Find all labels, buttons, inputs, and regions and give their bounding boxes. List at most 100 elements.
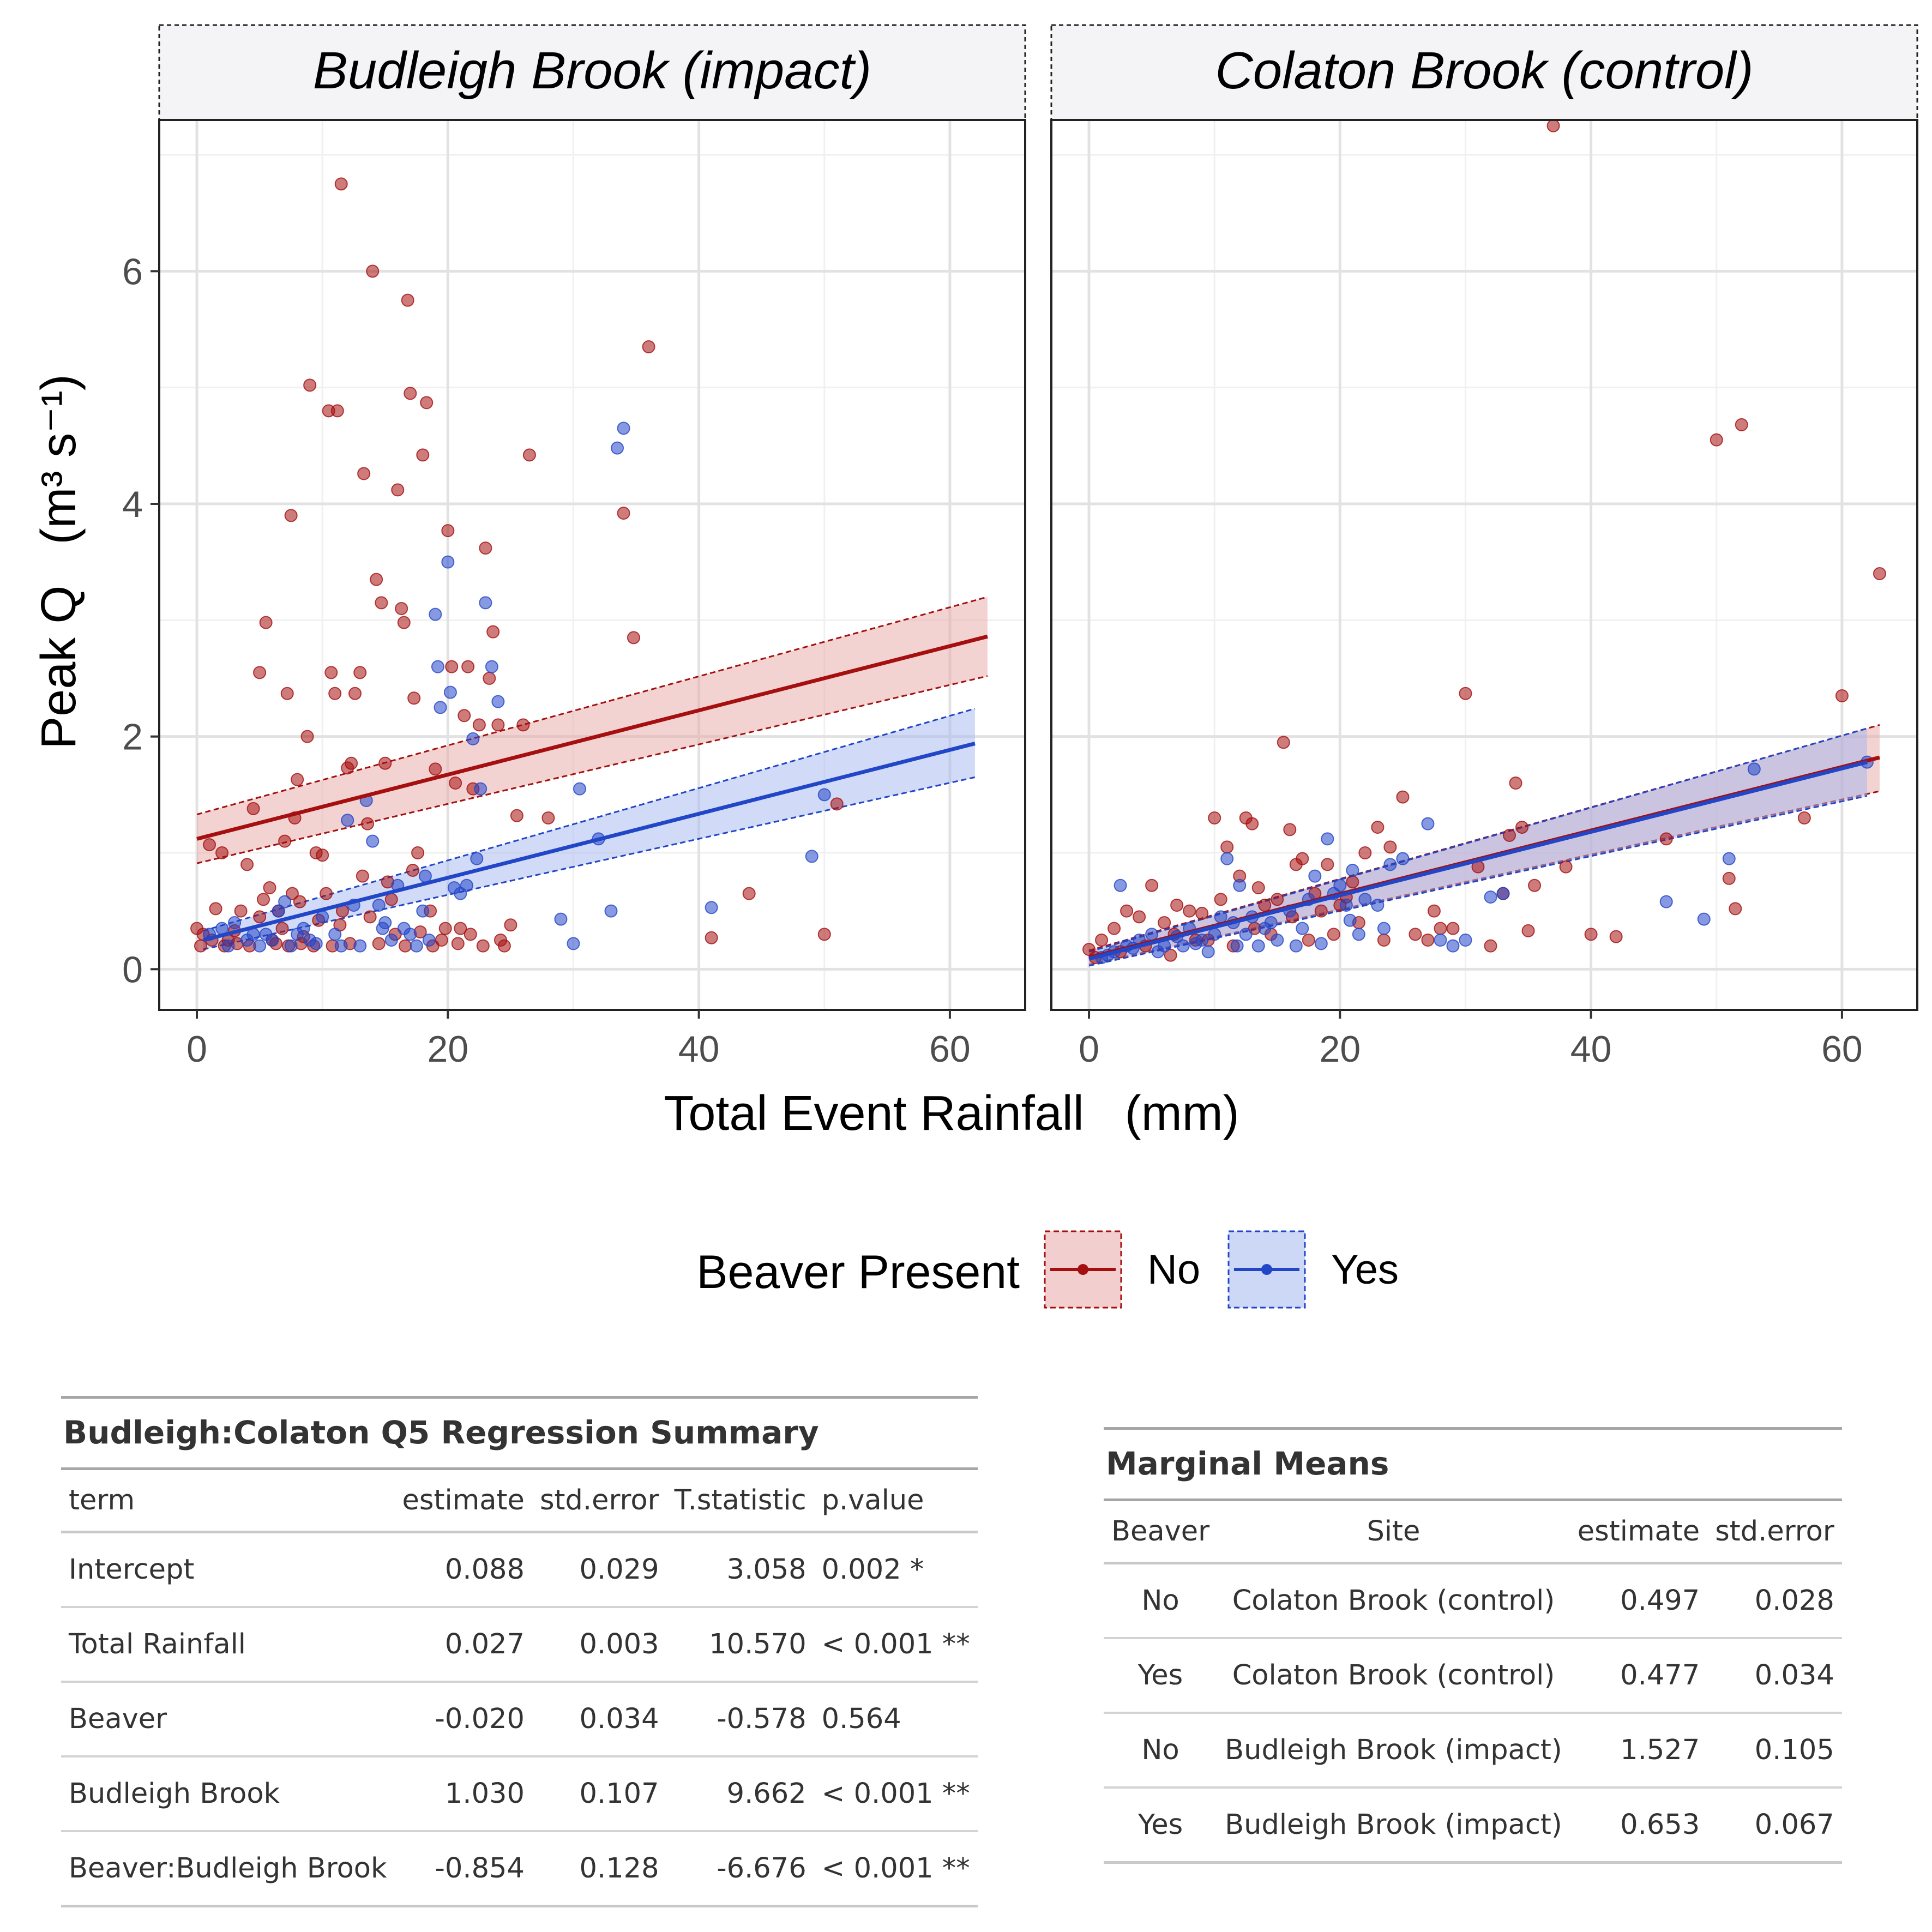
data-point-no: [642, 340, 655, 353]
data-point-yes: [1321, 832, 1334, 846]
data-point-no: [246, 802, 260, 815]
marginal-cell: 1.527: [1569, 1713, 1708, 1789]
regression-cell: 0.034: [532, 1682, 667, 1758]
data-point-no: [454, 922, 467, 935]
data-point-no: [406, 864, 419, 877]
data-point-yes: [1377, 922, 1391, 935]
regression-cell: Total Rainfall: [61, 1607, 395, 1683]
panel-border: [1050, 119, 1918, 1011]
data-point-no: [411, 846, 425, 859]
marginal-col-estimate: estimate: [1569, 1501, 1708, 1564]
data-point-no: [334, 177, 348, 191]
regression-cell: 0.128: [532, 1831, 667, 1907]
data-point-no: [300, 730, 314, 743]
marginal-cell: Yes: [1104, 1638, 1218, 1714]
data-point-yes: [1346, 864, 1359, 877]
data-point-no: [817, 928, 831, 941]
data-point-no: [253, 666, 267, 679]
legend-title: Beaver Present: [696, 1246, 1020, 1298]
scatter-figure: Budleigh Brook (impact) 0 20 40 60 0 2 4 6 Colato…: [32, 24, 1918, 1309]
data-point-no: [348, 687, 362, 700]
data-point-no: [504, 918, 517, 932]
data-point-no: [1609, 930, 1623, 943]
data-point-no: [1145, 878, 1159, 892]
data-point-yes: [1496, 887, 1510, 900]
regression-cell: -6.676: [666, 1831, 814, 1907]
data-point-yes: [1446, 939, 1460, 953]
data-point-no: [361, 817, 375, 830]
table-row: Beaver:Budleigh Brook -0.854 0.128 -6.676 < …: [61, 1831, 978, 1907]
data-point-yes: [1722, 852, 1736, 865]
data-point-no: [194, 939, 207, 953]
marginal-cell: 0.497: [1569, 1563, 1708, 1639]
regression-cell: 3.058: [666, 1532, 814, 1608]
data-point-yes: [474, 782, 487, 796]
regression-cell: Budleigh Brook: [61, 1756, 395, 1832]
data-point-yes: [228, 916, 242, 929]
data-point-no: [1383, 840, 1397, 854]
data-point-yes: [431, 660, 444, 673]
table-row: Total Rainfall 0.027 0.003 10.570 < 0.001 **: [61, 1607, 978, 1683]
data-point-yes: [434, 701, 447, 714]
marginal-col-beaver: Beaver: [1104, 1501, 1218, 1564]
table-row: Intercept 0.088 0.029 3.058 0.002 *: [61, 1532, 978, 1608]
legend: Beaver Present No Yes: [696, 1230, 1399, 1309]
data-point-yes: [554, 912, 568, 926]
facet-panel-1: Budleigh Brook (impact) 0 20 40 60 0 2 4 6: [122, 24, 1026, 1070]
data-point-no: [345, 756, 358, 770]
data-point-no: [1133, 910, 1146, 924]
regression-cell: 1.030: [394, 1756, 532, 1832]
data-point-yes: [372, 899, 386, 912]
data-point-no: [1584, 928, 1598, 941]
table-row: Yes Colaton Brook (control) 0.477 0.034: [1104, 1638, 1842, 1714]
data-point-no: [1302, 934, 1315, 947]
data-point-no: [353, 666, 367, 679]
data-point-no: [391, 483, 405, 497]
data-point-no: [1358, 846, 1372, 859]
marginal-table-body: No Colaton Brook (control) 0.497 0.028 Yes Co…: [1104, 1563, 1842, 1864]
data-point-no: [1214, 893, 1227, 906]
regression-col-t-statistic: T.statistic: [666, 1470, 814, 1533]
marginal-cell: 0.477: [1569, 1638, 1708, 1714]
data-point-no: [293, 895, 306, 908]
facet-strip-title: Colaton Brook (control): [1215, 41, 1753, 100]
table-row: Beaver -0.020 0.034 -0.578 0.564: [61, 1682, 978, 1758]
data-point-no: [1314, 904, 1328, 918]
regression-cell: 0.002 *: [814, 1532, 978, 1608]
data-point-no: [1710, 433, 1723, 447]
data-point-no: [1797, 811, 1811, 824]
regression-table-body: Intercept 0.088 0.029 3.058 0.002 * Total Rai…: [61, 1532, 978, 1907]
data-point-yes: [617, 422, 630, 435]
data-point-no: [1722, 871, 1736, 885]
marginal-means-table: Marginal Means Beaver Site estimate std.err…: [1104, 1427, 1842, 1864]
data-point-no: [259, 616, 273, 629]
data-point-yes: [410, 939, 423, 953]
data-point-no: [516, 718, 530, 732]
data-point-yes: [1333, 878, 1347, 892]
data-point-no: [451, 937, 465, 950]
data-point-no: [438, 922, 452, 935]
data-point-no: [284, 509, 298, 522]
data-point-yes: [1396, 852, 1410, 865]
x-tick-label: 60: [1821, 1028, 1863, 1070]
marginal-cell: Colaton Brook (control): [1217, 1638, 1570, 1714]
regression-cell: Intercept: [61, 1532, 395, 1608]
data-point-no: [491, 718, 505, 732]
data-point-yes: [1747, 762, 1761, 776]
data-point-yes: [397, 922, 411, 935]
regression-cell: < 0.001 **: [814, 1831, 978, 1907]
data-point-yes: [1189, 937, 1202, 950]
data-point-no: [1164, 948, 1177, 962]
data-point-yes: [1214, 910, 1227, 924]
regression-header-row: term estimate std.error T.statistic p.value: [61, 1470, 978, 1533]
y-tick-label: 4: [122, 484, 143, 525]
data-point-yes: [443, 685, 457, 699]
marginal-header-row: Beaver Site estimate std.error: [1104, 1501, 1842, 1564]
data-point-no: [366, 264, 380, 278]
data-point-no: [742, 887, 756, 900]
data-point-no: [263, 881, 276, 894]
data-point-yes: [1308, 869, 1322, 883]
data-point-no: [240, 858, 254, 871]
data-point-no: [522, 448, 536, 462]
facet-strip: [158, 24, 1026, 121]
